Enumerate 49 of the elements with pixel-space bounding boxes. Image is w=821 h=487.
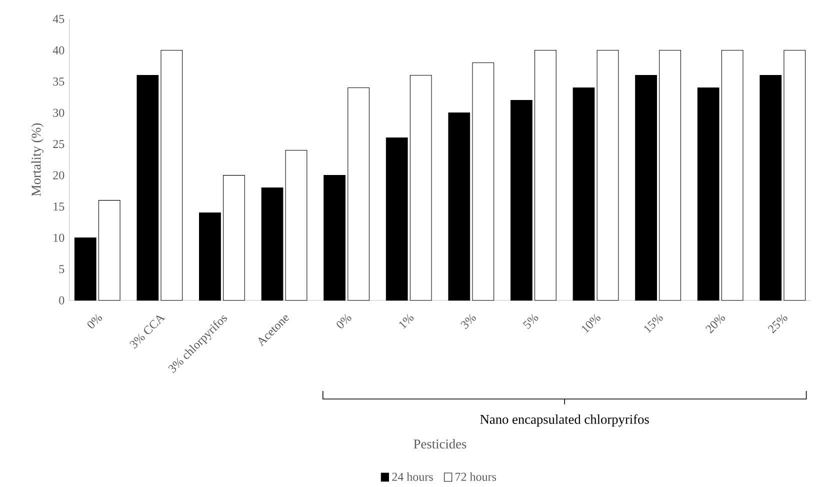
bar [448, 112, 470, 301]
bar [721, 50, 744, 301]
bar [784, 50, 806, 301]
bar [635, 75, 657, 301]
legend-label: 72 hours [456, 472, 496, 481]
bar [136, 75, 159, 301]
y-tick-label: 5 [59, 265, 64, 274]
y-tick-label: 25 [53, 140, 64, 148]
y-tick-label: 15 [54, 202, 64, 211]
x-tick-label: 15% [644, 314, 663, 334]
bar [659, 50, 681, 301]
x-tick-label: 25% [768, 314, 788, 334]
y-tick-label: 10 [54, 234, 64, 242]
y-tick-label: 35 [53, 77, 64, 86]
bar [160, 50, 183, 301]
bar [410, 75, 432, 301]
bar [223, 175, 245, 301]
x-tick-label: 1% [399, 314, 414, 329]
y-tick-label: 0 [59, 296, 64, 304]
text: Nano encapsulated chlorpyrifos [480, 414, 649, 427]
x-tick-label: 20% [706, 314, 726, 334]
bar [74, 238, 96, 301]
x-tick-label: 3% [460, 314, 476, 330]
bar [534, 50, 556, 301]
bar [98, 200, 120, 301]
bar [386, 138, 408, 301]
legend-label: 24 hours [392, 472, 433, 481]
bar [199, 212, 221, 301]
x-tick-label: 5% [522, 314, 538, 330]
x-tick-label: 0% [87, 314, 102, 328]
bar [697, 88, 720, 301]
bar [285, 150, 308, 301]
bar [572, 88, 595, 301]
bar [261, 188, 284, 301]
y-tick-label: 30 [53, 108, 64, 117]
y-axis-title: Mortality (%) [31, 123, 44, 196]
x-tick-label: 3% CCA [130, 315, 166, 349]
bar [472, 62, 494, 301]
y-tick-label: 40 [52, 46, 64, 54]
bar [596, 50, 619, 301]
bar [324, 175, 346, 301]
bar [510, 100, 532, 301]
x-tick-label: 10% [582, 314, 601, 334]
y-tick-label: 20 [53, 171, 64, 180]
bar [348, 88, 370, 301]
x-tick-label: 0% [336, 314, 352, 328]
bar [760, 75, 782, 301]
x-axis-title: Pesticides [414, 439, 466, 448]
y-tick-label: 45 [52, 14, 64, 24]
